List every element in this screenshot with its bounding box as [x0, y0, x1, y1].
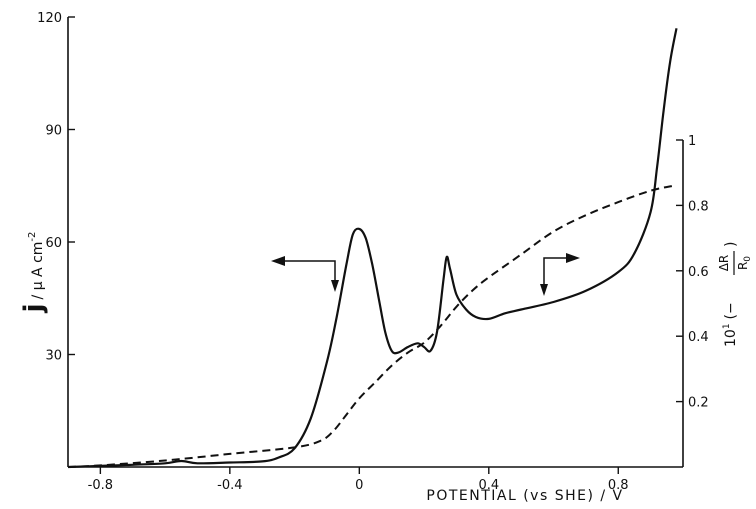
y-label-right-close: ): [723, 242, 739, 247]
series-reflectance-dashed: [67, 184, 674, 468]
right-axis-arrow: [540, 253, 580, 296]
x-tick-label: -0.4: [217, 478, 242, 493]
left-axis-arrow: [271, 256, 339, 292]
y-right-tick-label: 0.8: [688, 199, 709, 214]
y-axis-label-right: 101 (− ΔR R0 ): [717, 242, 753, 347]
y-label-right-prefix: 10: [723, 329, 739, 347]
y-label-right-exp: 1: [722, 323, 732, 329]
x-tick-label: -0.8: [88, 478, 113, 493]
y-left-tick-label: 90: [45, 124, 62, 139]
y-label-j: j: [19, 303, 49, 313]
y-label-right-open: (−: [723, 302, 739, 319]
plot-area: -0.8 -0.4 0 0.4 0.8 30 60 90 120 0.2 0.4 0.6 0.8 1: [37, 11, 709, 493]
y-right-tick-label: 0.4: [688, 330, 709, 345]
svg-text:j/ μ A cm-2: j / μ A cm-2: [19, 232, 49, 314]
x-tick-label: 0.8: [608, 478, 629, 493]
series-current-solid: [67, 28, 678, 469]
y-left-tick-label: 120: [37, 11, 62, 26]
svg-text:R0: R0: [736, 256, 753, 270]
x-axis-label: POTENTIAL (vs SHE) / V: [426, 488, 623, 504]
y-right-tick-label: 0.6: [688, 265, 709, 280]
y-label-exp: -2: [27, 232, 38, 242]
y-right-tick-label: 1: [688, 134, 696, 149]
x-tick-label: 0: [355, 478, 363, 493]
y-label-right-den-sub: 0: [743, 256, 753, 262]
y-right-tick-label: 0.2: [688, 396, 709, 411]
y-label-right-num: ΔR: [717, 255, 731, 272]
y-axis-label-left: j / μ A cm-2: [19, 232, 49, 314]
y-left-tick-label: 30: [45, 349, 62, 364]
y-left-tick-label: 60: [45, 236, 62, 251]
y-label-unit: / μ A cm: [30, 242, 46, 300]
x-tick-label: 0.4: [478, 478, 499, 493]
svg-text:101(−: 101 (−: [722, 302, 739, 347]
y-label-right-den: R: [736, 262, 750, 270]
